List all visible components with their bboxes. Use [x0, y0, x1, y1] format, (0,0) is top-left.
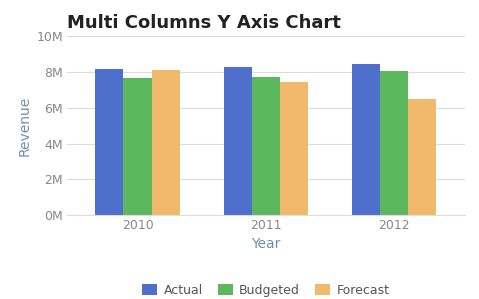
- Bar: [152, 70, 180, 215]
- Bar: [352, 64, 380, 215]
- Bar: [124, 78, 152, 215]
- Bar: [380, 71, 408, 215]
- Y-axis label: Revenue: Revenue: [18, 95, 32, 156]
- X-axis label: Year: Year: [251, 237, 281, 251]
- Bar: [280, 82, 308, 215]
- Bar: [252, 77, 280, 215]
- Legend: Actual, Budgeted, Forecast: Actual, Budgeted, Forecast: [137, 279, 394, 299]
- Bar: [95, 69, 124, 215]
- Bar: [408, 99, 436, 215]
- Text: Multi Columns Y Axis Chart: Multi Columns Y Axis Chart: [67, 13, 341, 32]
- Bar: [224, 67, 252, 215]
